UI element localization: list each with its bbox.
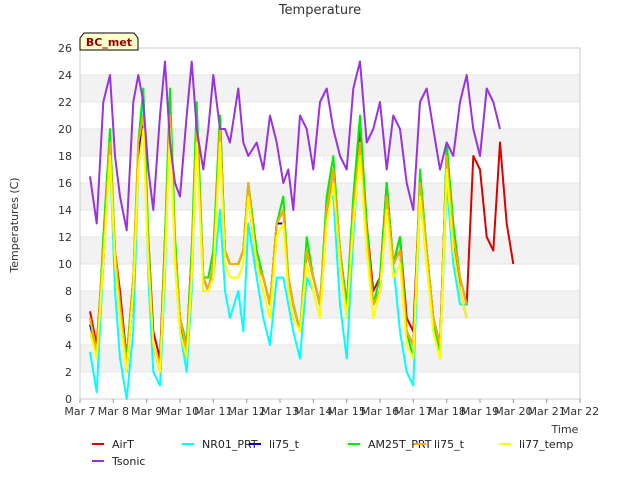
legend: AirT NR01_PRT li75_t AM25T_PRT li75_t li77_te… [92, 438, 573, 468]
grid-band [80, 345, 580, 372]
x-tick-label: Mar 22 [561, 405, 599, 418]
grid-bands [80, 75, 580, 372]
x-tick-label: Mar 7 [64, 405, 95, 418]
grid-band [80, 291, 580, 318]
y-tick-label: 14 [58, 204, 72, 217]
y-tick-label: 8 [65, 285, 72, 298]
legend-label: li75_t [434, 438, 465, 451]
y-tick-label: 12 [58, 231, 72, 244]
series-layer [89, 60, 515, 400]
legend-label: NR01_PRT [202, 438, 258, 451]
grid-band [80, 129, 580, 156]
legend-label: Tsonic [111, 455, 145, 468]
y-tick-label: 0 [65, 393, 72, 406]
x-tick-label: Mar 21 [528, 405, 566, 418]
x-tick-label: Mar 15 [328, 405, 366, 418]
y-tick-label: 26 [58, 42, 72, 55]
legend-label: AM25T_PRT [368, 438, 432, 451]
series-line-5 [89, 128, 468, 373]
y-tick-label: 18 [58, 150, 72, 163]
x-tick-label: Mar 17 [394, 405, 432, 418]
legend-label: li75_t [269, 438, 300, 451]
y-tick-label: 4 [65, 339, 72, 352]
x-tick-label: Mar 8 [98, 405, 129, 418]
series-line-6 [89, 60, 501, 232]
x-tick-label: Mar 11 [194, 405, 232, 418]
legend-label: li77_temp [519, 438, 573, 451]
y-tick-label: 10 [58, 258, 72, 271]
x-tick-label: Mar 12 [228, 405, 266, 418]
plot-area [79, 47, 581, 400]
x-tick-label: Mar 19 [461, 405, 499, 418]
x-tick-label: Mar 9 [131, 405, 162, 418]
y-tick-label: 24 [58, 69, 72, 82]
chart-title: Temperature [278, 3, 361, 18]
x-tick-label: Mar 16 [361, 405, 399, 418]
site-badge-shape [79, 32, 139, 51]
y-tick-label: 20 [58, 123, 72, 136]
y-tick-label: 2 [65, 366, 72, 379]
x-tick-label: Mar 14 [294, 405, 332, 418]
y-tick-label: 16 [58, 177, 72, 190]
y-tick-label: 22 [58, 96, 72, 109]
site-badge-label: BC_met [86, 36, 132, 49]
y-tick-label: 6 [65, 312, 72, 325]
site-badge: BC_met [79, 32, 139, 51]
grid-band [80, 75, 580, 102]
x-tick-label: Mar 10 [161, 405, 199, 418]
x-tick-label: Mar 18 [428, 405, 466, 418]
x-axis-label: Time [551, 423, 579, 436]
grid-band [80, 237, 580, 264]
x-tick-label: Mar 20 [494, 405, 532, 418]
x-tick-label: Mar 13 [261, 405, 299, 418]
y-axis-label: Temperatures (C) [8, 177, 21, 273]
legend-label: AirT [112, 438, 134, 451]
